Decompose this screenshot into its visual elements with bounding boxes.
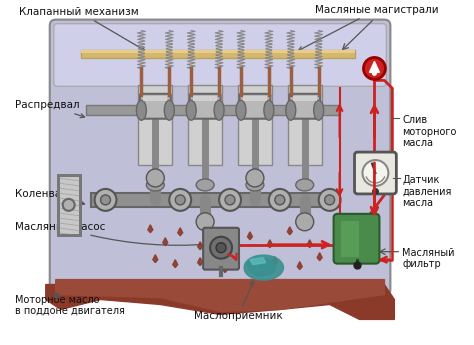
Ellipse shape — [186, 100, 196, 120]
Polygon shape — [267, 240, 273, 248]
Ellipse shape — [95, 189, 117, 211]
Polygon shape — [148, 225, 153, 233]
Ellipse shape — [296, 213, 314, 231]
Ellipse shape — [146, 169, 164, 187]
Polygon shape — [198, 258, 202, 266]
Circle shape — [364, 58, 385, 79]
FancyBboxPatch shape — [239, 94, 270, 119]
Ellipse shape — [169, 189, 191, 211]
Polygon shape — [46, 285, 394, 319]
Polygon shape — [173, 260, 178, 268]
Polygon shape — [178, 228, 182, 236]
Ellipse shape — [246, 179, 264, 191]
Circle shape — [210, 237, 232, 259]
FancyBboxPatch shape — [203, 228, 239, 269]
Bar — [243, 96, 267, 101]
Ellipse shape — [314, 100, 324, 120]
Bar — [91, 193, 339, 207]
Bar — [58, 175, 80, 235]
Circle shape — [216, 243, 226, 253]
Ellipse shape — [196, 179, 214, 191]
Text: Моторное масло
в поддоне двигателя: Моторное масло в поддоне двигателя — [15, 295, 125, 316]
Text: Маслоприемник: Маслоприемник — [193, 282, 283, 322]
Circle shape — [372, 71, 377, 76]
Ellipse shape — [269, 189, 291, 211]
Bar — [341, 221, 359, 257]
Bar — [86, 105, 339, 115]
Circle shape — [63, 199, 74, 211]
Polygon shape — [248, 258, 276, 276]
Ellipse shape — [236, 100, 246, 120]
Bar — [288, 85, 322, 165]
Polygon shape — [56, 279, 384, 312]
Text: Коленвал: Коленвал — [15, 189, 84, 205]
Bar — [81, 50, 355, 58]
Ellipse shape — [137, 100, 146, 120]
Polygon shape — [287, 227, 292, 235]
Bar — [138, 85, 172, 165]
Ellipse shape — [319, 189, 341, 211]
Circle shape — [363, 160, 388, 186]
Bar — [188, 85, 222, 165]
FancyBboxPatch shape — [54, 23, 386, 86]
Ellipse shape — [275, 195, 285, 205]
Polygon shape — [369, 61, 379, 72]
Bar — [293, 96, 317, 101]
Polygon shape — [153, 255, 158, 263]
Ellipse shape — [100, 195, 110, 205]
Text: Масляный
фильтр: Масляный фильтр — [402, 248, 455, 269]
FancyBboxPatch shape — [334, 214, 379, 264]
Polygon shape — [317, 253, 322, 260]
Polygon shape — [163, 238, 168, 246]
Text: Слив
моторного
масла: Слив моторного масла — [402, 115, 457, 148]
Polygon shape — [244, 255, 283, 280]
Ellipse shape — [214, 100, 224, 120]
Polygon shape — [250, 258, 266, 265]
Polygon shape — [213, 230, 218, 238]
Polygon shape — [223, 265, 228, 273]
Ellipse shape — [325, 195, 335, 205]
Ellipse shape — [246, 169, 264, 187]
Bar — [58, 175, 80, 235]
FancyBboxPatch shape — [289, 94, 320, 119]
Bar — [193, 96, 217, 101]
Bar — [81, 50, 355, 53]
Ellipse shape — [286, 100, 296, 120]
FancyBboxPatch shape — [140, 94, 171, 119]
Ellipse shape — [219, 189, 241, 211]
Ellipse shape — [264, 100, 274, 120]
Ellipse shape — [225, 195, 235, 205]
Polygon shape — [307, 240, 312, 248]
Polygon shape — [273, 257, 277, 265]
Text: Масляные магистрали: Масляные магистрали — [299, 4, 438, 51]
Ellipse shape — [196, 213, 214, 231]
Text: Клапанный механизм: Клапанный механизм — [19, 7, 145, 50]
Polygon shape — [297, 262, 302, 269]
Ellipse shape — [164, 100, 174, 120]
Polygon shape — [198, 242, 202, 250]
Text: Распредвал: Распредвал — [15, 100, 85, 118]
Text: Датчик
давления
масла: Датчик давления масла — [402, 175, 452, 208]
Ellipse shape — [296, 179, 314, 191]
Ellipse shape — [146, 179, 164, 191]
Polygon shape — [247, 232, 253, 240]
Polygon shape — [247, 260, 253, 268]
FancyBboxPatch shape — [355, 152, 396, 194]
Polygon shape — [233, 245, 237, 253]
Bar — [238, 85, 272, 165]
Bar — [143, 96, 167, 101]
Ellipse shape — [175, 195, 185, 205]
FancyBboxPatch shape — [190, 94, 220, 119]
FancyBboxPatch shape — [50, 20, 391, 296]
Text: Масляный насос: Масляный насос — [15, 222, 209, 246]
